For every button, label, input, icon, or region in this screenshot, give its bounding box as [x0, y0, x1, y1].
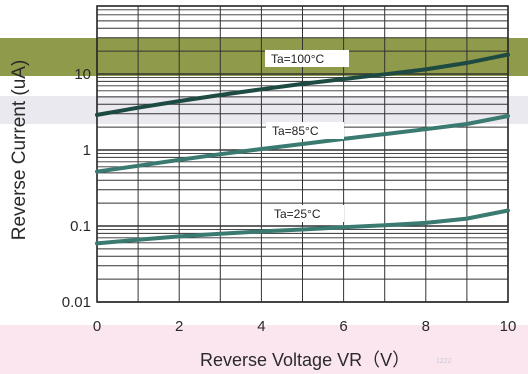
x-tick-label: 10 — [500, 318, 517, 335]
pink-band — [0, 325, 528, 374]
x-tick-label: 2 — [175, 318, 183, 335]
x-tick-label: 0 — [93, 318, 101, 335]
olive-band — [0, 38, 528, 76]
x-tick-label: 6 — [339, 318, 347, 335]
series-label-box — [266, 122, 344, 139]
watermark-text: 1222 — [436, 358, 452, 365]
y-tick-label: 0.01 — [62, 294, 91, 311]
y-tick-label: 1 — [83, 142, 91, 159]
x-tick-label: 4 — [257, 318, 265, 335]
x-tick-label: 8 — [422, 318, 430, 335]
series-label-box — [265, 50, 349, 67]
y-tick-label: 0.1 — [70, 218, 91, 235]
series-line-0 — [95, 52, 510, 117]
grey-band — [0, 96, 528, 124]
y-tick-label: 10 — [74, 66, 91, 83]
x-axis-label: Reverse Voltage VR（V） — [200, 350, 411, 370]
series-label-2: Ta=25°C — [274, 207, 321, 221]
series-line-2 — [95, 208, 510, 246]
series-line-1 — [95, 114, 510, 174]
series-label-box — [268, 205, 344, 222]
series-label-0: Ta=100°C — [271, 52, 325, 66]
series-label-1: Ta=85°C — [272, 124, 319, 138]
